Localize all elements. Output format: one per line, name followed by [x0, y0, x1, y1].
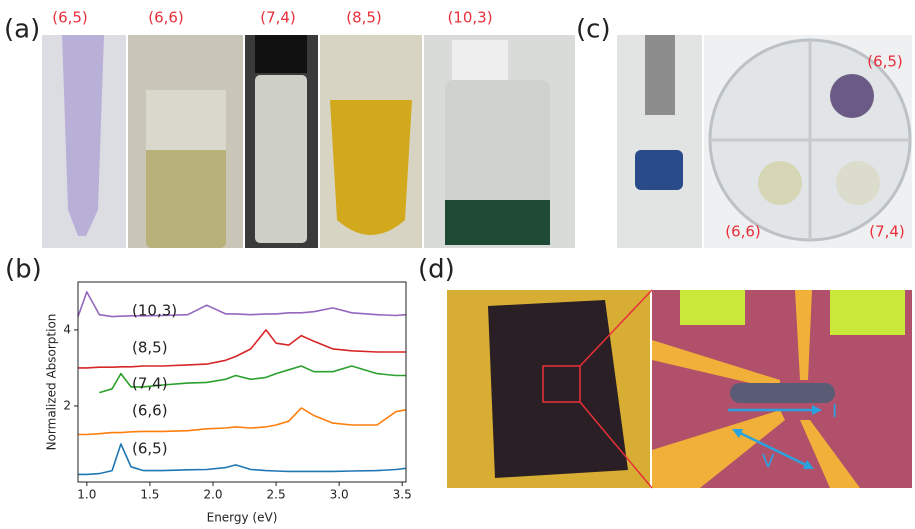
series-label: (6,6) [132, 402, 168, 420]
sample-label: (6,6) [725, 223, 761, 241]
pad [680, 290, 745, 325]
sample-label: (7,4) [869, 223, 905, 241]
y-tick-label: 2 [63, 398, 71, 412]
figure: I V (a) (b) (c) (d) 1.0 1.5 2.0 2.5 3.0 3.5 2 4… [0, 0, 915, 529]
x-tick-label: 3.5 [393, 488, 412, 502]
spectrum-chart: 1.0 1.5 2.0 2.5 3.0 3.5 2 4 Energy (eV) Normalize… [45, 282, 412, 525]
panel-label: (a) [4, 15, 40, 45]
x-tick-label: 1.0 [77, 488, 96, 502]
sample-label: (6,6) [148, 9, 184, 27]
column [645, 35, 675, 115]
cap [255, 35, 307, 73]
pad [830, 290, 905, 335]
x-tick-label: 1.5 [140, 488, 159, 502]
x-tick-label: 2.5 [267, 488, 286, 502]
series-label: (8,5) [132, 339, 168, 357]
series-label: (7,4) [132, 375, 168, 393]
tube [62, 35, 104, 236]
panel-label: (c) [576, 15, 611, 45]
film [730, 383, 835, 403]
sample-label: (10,3) [447, 9, 492, 27]
current-label: I [832, 401, 837, 422]
spectrum-line [78, 330, 406, 368]
panel-label: (d) [418, 255, 455, 285]
film [836, 161, 880, 205]
x-tick-label: 2.0 [203, 488, 222, 502]
film [758, 161, 802, 205]
photos-a [42, 35, 575, 248]
x-axis-label: Energy (eV) [207, 511, 278, 525]
y-axis-label: Normalized Absorption [45, 314, 59, 451]
vial [255, 75, 307, 243]
spectrum-line [78, 408, 406, 435]
panel-label: (b) [5, 255, 42, 285]
vial [146, 90, 226, 150]
sample-label: (6,5) [52, 9, 88, 27]
film [830, 74, 874, 118]
stopper [635, 150, 683, 190]
chip [488, 300, 628, 478]
series-label: (6,5) [132, 440, 168, 458]
liquid [445, 200, 550, 245]
y-tick-label: 4 [63, 322, 71, 336]
spectrum-line [78, 292, 406, 317]
series-label: (10,3) [132, 302, 177, 320]
spectrum-line [78, 444, 406, 474]
sample-label: (7,4) [260, 9, 296, 27]
photos-d: I V [447, 290, 912, 488]
sample-label: (6,5) [867, 53, 903, 71]
x-tick-label: 3.0 [330, 488, 349, 502]
cap [452, 40, 508, 80]
sample-label: (8,5) [346, 9, 382, 27]
tube [330, 100, 412, 235]
voltage-label: V [762, 451, 775, 472]
